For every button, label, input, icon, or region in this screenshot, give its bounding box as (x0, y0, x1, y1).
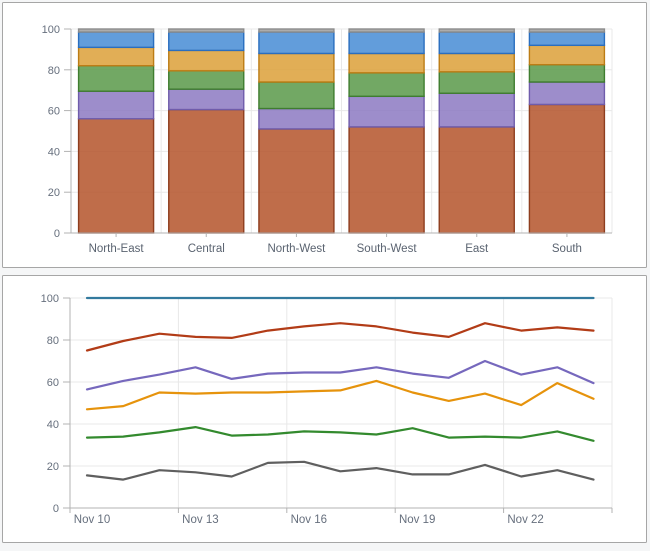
bar-segment-purple-segment[interactable] (348, 95, 425, 128)
bar-segment-green-segment[interactable] (438, 71, 515, 94)
y-tick-label: 0 (54, 228, 60, 240)
category-label: Central (188, 243, 225, 255)
y-tick-label: 100 (42, 24, 60, 36)
bar-segment-green-segment[interactable] (348, 72, 425, 98)
bar-segment-gray-segment[interactable] (168, 28, 245, 33)
bar-segment-purple-segment[interactable] (528, 81, 606, 106)
category-label: North-East (89, 243, 145, 255)
bar-segment-gray-segment[interactable] (438, 28, 515, 33)
bar-segment-sienna-segment[interactable] (528, 103, 606, 234)
x-tick-label: Nov 19 (399, 514, 435, 526)
bar-segment-orange-segment[interactable] (348, 52, 425, 74)
bar-segment-purple-segment[interactable] (258, 107, 335, 130)
line-series-gray-line[interactable] (85, 460, 595, 481)
x-tick-label: Nov 13 (182, 514, 218, 526)
y-tick-label: 40 (47, 419, 59, 431)
bar-segment-green-segment[interactable] (168, 70, 245, 90)
bar-segment-orange-segment[interactable] (168, 49, 245, 72)
bar-segment-blue-segment[interactable] (258, 31, 335, 55)
bar-segment-blue-segment[interactable] (77, 31, 155, 49)
bar-segment-purple-segment[interactable] (438, 92, 515, 128)
bar-segment-sienna-segment[interactable] (258, 128, 335, 234)
y-tick-label: 20 (48, 187, 60, 199)
y-tick-label: 0 (53, 503, 59, 515)
y-tick-label: 80 (47, 335, 59, 347)
category-label: South (552, 243, 582, 255)
bar-segment-gray-segment[interactable] (77, 28, 155, 33)
category-label: North-West (267, 243, 326, 255)
bar-segment-gray-segment[interactable] (348, 28, 425, 33)
line-series-purple-line[interactable] (85, 359, 595, 391)
category-label: South-West (357, 243, 418, 255)
y-tick-label: 60 (48, 106, 60, 118)
bar-segment-blue-segment[interactable] (348, 31, 425, 55)
bar-segment-sienna-segment[interactable] (168, 108, 245, 234)
bar-segment-sienna-segment[interactable] (348, 126, 425, 234)
bar-segment-blue-segment[interactable] (438, 31, 515, 55)
line-series-red-line[interactable] (85, 322, 595, 352)
bar-segment-orange-segment[interactable] (438, 52, 515, 73)
x-tick-label: Nov 16 (291, 514, 327, 526)
bar-segment-blue-segment[interactable] (528, 31, 606, 47)
bar-segment-sienna-segment[interactable] (77, 118, 155, 234)
line-chart-panel (2, 275, 647, 543)
bar-segment-purple-segment[interactable] (77, 90, 155, 120)
line-series-green-line[interactable] (85, 426, 595, 442)
bar-segment-orange-segment[interactable] (258, 52, 335, 83)
y-tick-label: 40 (48, 146, 60, 158)
bar-segment-orange-segment[interactable] (77, 46, 155, 67)
x-tick-label: Nov 22 (507, 514, 543, 526)
y-tick-label: 80 (48, 65, 60, 77)
bar-segment-green-segment[interactable] (258, 81, 335, 110)
bar-segment-gray-segment[interactable] (258, 28, 335, 33)
category-label: East (465, 243, 489, 255)
x-tick-label: Nov 10 (74, 514, 110, 526)
y-tick-label: 20 (47, 461, 59, 473)
y-tick-label: 100 (41, 293, 59, 305)
bar-segment-blue-segment[interactable] (168, 31, 245, 52)
bar-segment-green-segment[interactable] (77, 65, 155, 92)
bar-segment-purple-segment[interactable] (168, 88, 245, 111)
y-tick-label: 60 (47, 377, 59, 389)
bar-segment-sienna-segment[interactable] (438, 126, 515, 234)
bar-segment-gray-segment[interactable] (528, 28, 606, 33)
bar-segment-orange-segment[interactable] (528, 44, 606, 66)
line-series-orange-line[interactable] (85, 379, 595, 411)
bar-segment-green-segment[interactable] (528, 63, 606, 83)
